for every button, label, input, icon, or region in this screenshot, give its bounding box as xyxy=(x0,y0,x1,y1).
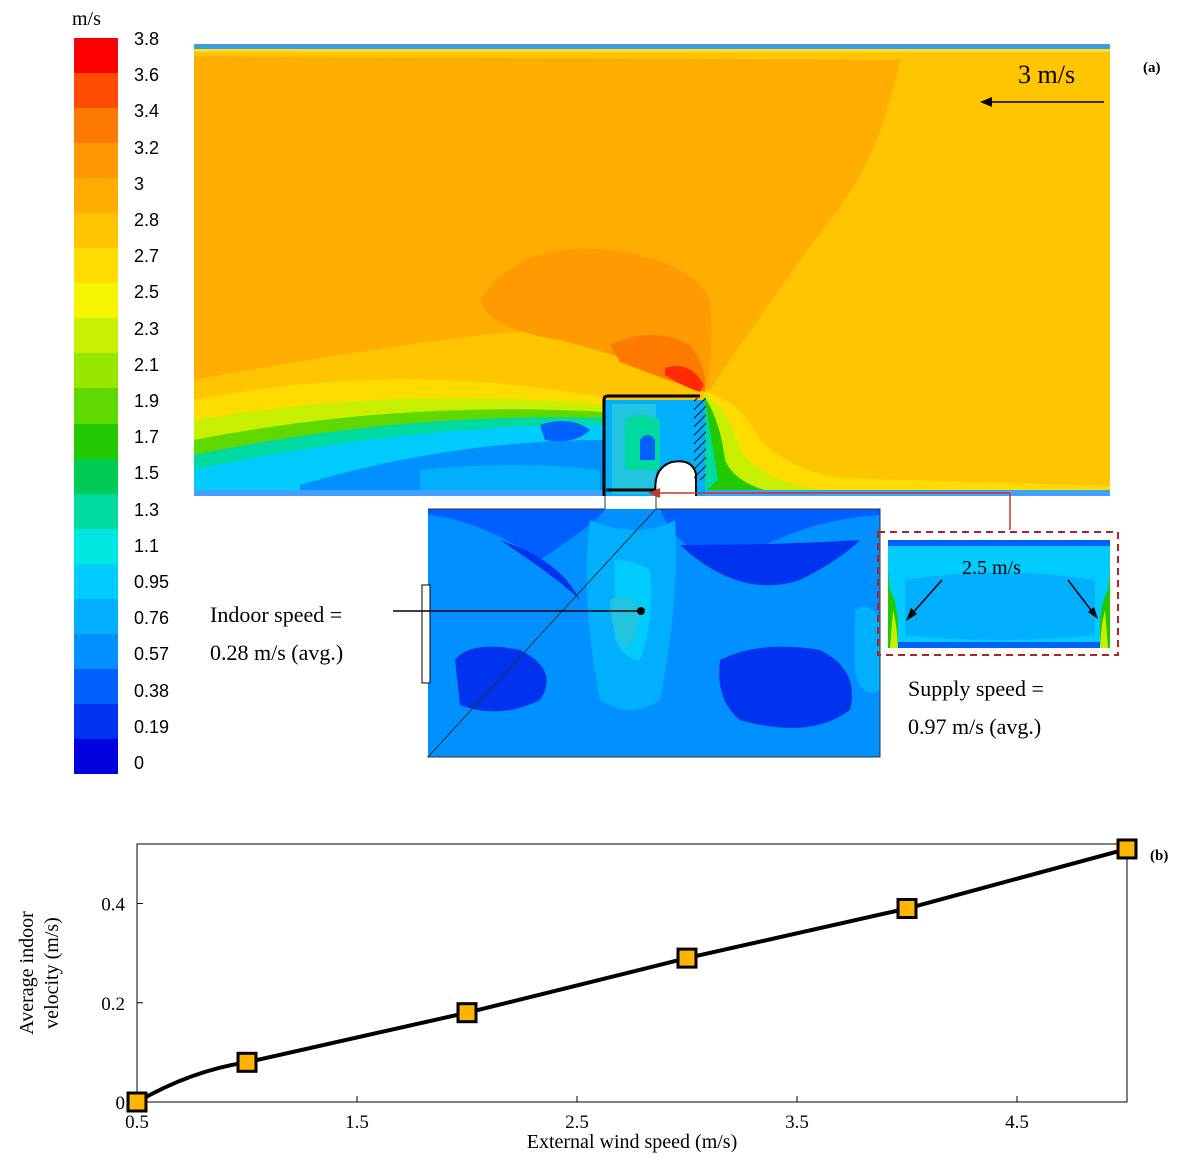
data-point-marker xyxy=(126,1091,148,1113)
colorbar-tick-label: 2.3 xyxy=(134,318,160,339)
x-tick-label: 1.5 xyxy=(345,1112,369,1133)
colorbar-tick-label: 0.19 xyxy=(134,716,170,737)
colorbar-tick-label: 2.1 xyxy=(134,354,160,375)
colorbar-tick-label: 2.5 xyxy=(134,282,160,303)
colorbar-tick-label: 2.7 xyxy=(134,246,160,267)
wind-speed-label: 3 m/s xyxy=(1018,60,1076,89)
supply-speed-label-line1: Supply speed = xyxy=(908,676,1044,701)
colorbar-segment xyxy=(74,423,118,460)
colorbar-segment xyxy=(74,213,118,249)
colorbar-segment xyxy=(74,458,118,495)
x-tick-label: 0.5 xyxy=(125,1112,149,1133)
data-point-marker xyxy=(896,898,918,919)
colorbar-segment xyxy=(74,248,118,284)
colorbar-tick-label: 1.5 xyxy=(134,463,160,484)
annotation-lines xyxy=(393,97,1104,615)
x-axis-ticks: 0.5 1.5 2.5 3.5 4.5 xyxy=(125,1096,1029,1133)
colorbar-tick-label: 0.38 xyxy=(134,680,170,701)
y-tick-label: 0 xyxy=(116,1093,126,1114)
colorbar-tick-label: 3.6 xyxy=(134,65,160,86)
colorbar-tick-label: 3 xyxy=(134,173,145,194)
indoor-speed-label-line2: 0.28 m/s (avg.) xyxy=(210,640,344,665)
colorbar-segment xyxy=(74,668,118,705)
colorbar-tick-label: 1.9 xyxy=(134,391,160,411)
data-point-marker xyxy=(1116,838,1138,860)
data-point-marker xyxy=(456,1002,478,1024)
colorbar-segment xyxy=(74,388,118,425)
colorbar-segment xyxy=(74,73,118,109)
plot-frame xyxy=(136,843,1128,1103)
x-tick-label: 4.5 xyxy=(1005,1112,1029,1133)
y-axis-title-line1: Average indoor xyxy=(16,911,38,1035)
series-markers xyxy=(126,838,1138,1113)
colorbar-segment xyxy=(74,283,118,319)
inset-speed-label: 2.5 m/s xyxy=(962,557,1021,579)
colorbar-segment xyxy=(74,528,118,565)
supply-speed-label-line2: 0.97 m/s (avg.) xyxy=(908,714,1042,739)
indoor-speed-label-line1: Indoor speed = xyxy=(210,602,343,627)
colorbar-tick-label: 0.95 xyxy=(134,572,170,592)
panel-b-label: (b) xyxy=(1150,848,1169,864)
colorbar-segment xyxy=(74,143,118,179)
y-tick-label: 0.2 xyxy=(101,994,125,1015)
wind-catcher-tower xyxy=(602,394,706,497)
colorbar-segment xyxy=(74,563,118,600)
colorbar-unit-label: m/s xyxy=(72,8,101,30)
cfd-contour-figure xyxy=(194,44,1119,758)
colorbar-tick-label: 1.1 xyxy=(134,535,160,556)
colorbar-segment xyxy=(74,738,118,775)
colorbar-tick-label: 0.76 xyxy=(134,608,170,629)
x-axis-title: External wind speed (m/s) xyxy=(527,1131,738,1153)
colorbar-segment xyxy=(74,108,118,144)
colorbar-segment xyxy=(74,633,118,670)
y-tick-label: 0.4 xyxy=(101,895,125,916)
y-axis-ticks: 0 0.2 0.4 xyxy=(101,895,143,1114)
x-tick-label: 3.5 xyxy=(785,1112,809,1133)
panel-a-label: (a) xyxy=(1143,60,1161,76)
colorbar-tick-label: 0 xyxy=(134,753,145,773)
colorbar-segment xyxy=(74,598,118,635)
data-point-marker xyxy=(236,1051,258,1073)
colorbar-segment xyxy=(74,493,118,530)
velocity-line-chart: 0 0.2 0.4 0.5 1.5 2.5 3.5 4.5 External wind sp… xyxy=(16,838,1138,1153)
colorbar-tick-label: 2.8 xyxy=(134,210,160,230)
series-line xyxy=(136,847,1128,1104)
colorbar-segment xyxy=(74,38,118,74)
y-axis-title-line2: velocity (m/s) xyxy=(41,917,63,1029)
colorbar-tick-label: 1.7 xyxy=(134,427,160,448)
colorbar-segment xyxy=(74,318,118,354)
colorbar-tick-label: 3.2 xyxy=(134,137,160,158)
supply-inset xyxy=(877,531,1119,656)
colorbar-tick-label: 0.57 xyxy=(134,644,170,665)
x-tick-label: 2.5 xyxy=(565,1112,589,1133)
colorbar xyxy=(74,38,118,775)
colorbar-tick-label: 3.8 xyxy=(134,29,160,49)
colorbar-segment xyxy=(74,178,118,214)
colorbar-tick-label: 1.3 xyxy=(134,499,160,520)
colorbar-segment xyxy=(74,353,118,389)
indoor-room xyxy=(421,496,881,758)
colorbar-tick-label: 3.4 xyxy=(134,101,160,122)
colorbar-segment xyxy=(74,703,118,740)
data-point-marker xyxy=(676,947,698,969)
